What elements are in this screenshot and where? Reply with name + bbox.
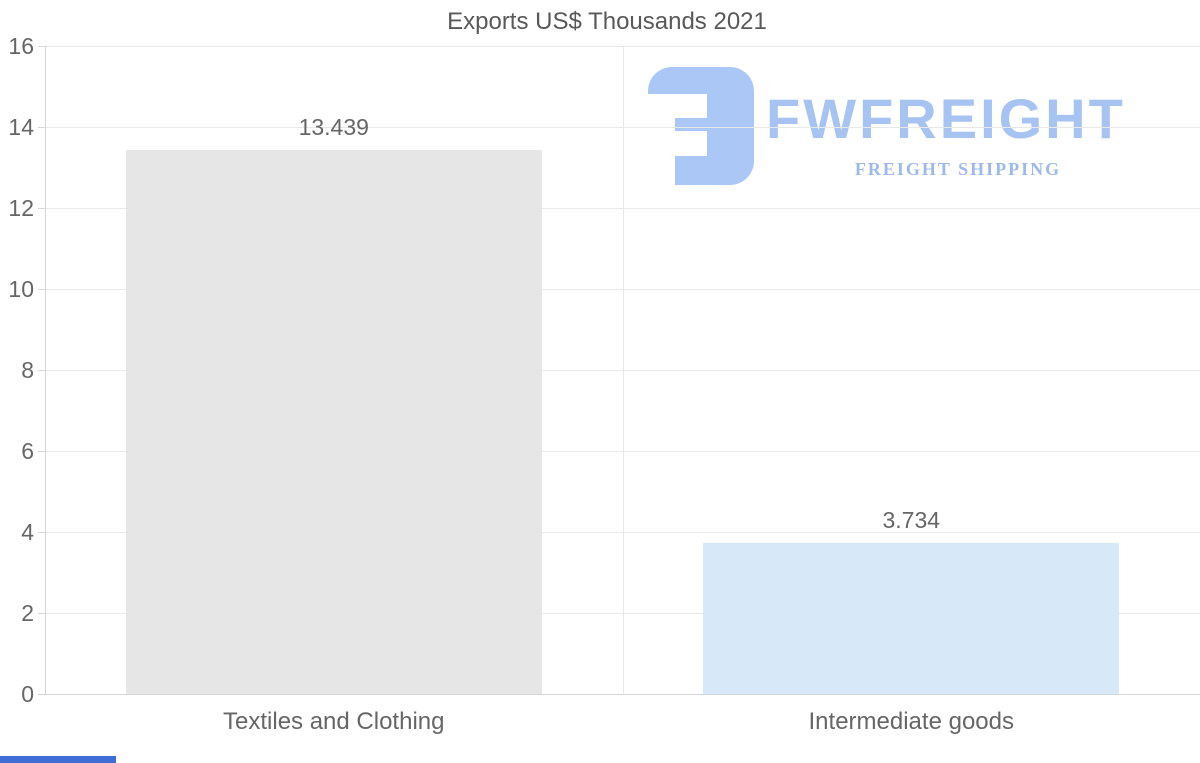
chart-title: Exports US$ Thousands 2021 xyxy=(447,8,767,35)
y-axis-label-2: 2 xyxy=(21,600,34,626)
bar-textiles-and-clothing[interactable] xyxy=(125,149,542,694)
logo-brand-text: FWFREIGHT xyxy=(766,87,1126,150)
y-axis-tick-16 xyxy=(38,45,45,47)
fwfreight-logo: FWFREIGHT FREIGHT SHIPPING xyxy=(648,67,1148,187)
y-axis-label-10: 10 xyxy=(8,276,34,302)
y-axis-label-6: 6 xyxy=(21,438,34,464)
y-axis-label-14: 14 xyxy=(8,114,34,140)
horizontal-scrollbar-thumb[interactable] xyxy=(0,756,116,763)
fwfreight-logo-icon xyxy=(648,67,754,185)
y-axis-label-8: 8 xyxy=(21,357,34,383)
bar-value-label-textiles-and-clothing: 13.439 xyxy=(298,113,369,140)
y-axis-label-16: 16 xyxy=(8,33,34,59)
bar-value-label-intermediate-goods: 3.734 xyxy=(882,506,941,533)
y-axis-line xyxy=(45,46,46,694)
bar-intermediate-goods[interactable] xyxy=(703,542,1120,694)
category-label-intermediate-goods: Intermediate goods xyxy=(808,708,1014,735)
y-axis-tick-8 xyxy=(38,369,45,371)
y-axis-tick-12 xyxy=(38,207,45,209)
y-axis-tick-10 xyxy=(38,288,45,290)
y-axis-label-12: 12 xyxy=(8,195,34,221)
category-label-textiles-and-clothing: Textiles and Clothing xyxy=(223,708,445,735)
x-gridline-1 xyxy=(622,46,624,694)
logo-tagline-text: FREIGHT SHIPPING xyxy=(854,159,1062,179)
y-axis-tick-4 xyxy=(38,531,45,533)
y-axis-tick-6 xyxy=(38,450,45,452)
y-axis-tick-14 xyxy=(38,126,45,128)
y-axis-tick-2 xyxy=(38,612,45,614)
gridline-y-0 xyxy=(45,693,1200,695)
y-axis-label-0: 0 xyxy=(21,681,34,707)
y-axis-tick-0 xyxy=(38,693,45,695)
y-axis-label-4: 4 xyxy=(21,519,34,545)
